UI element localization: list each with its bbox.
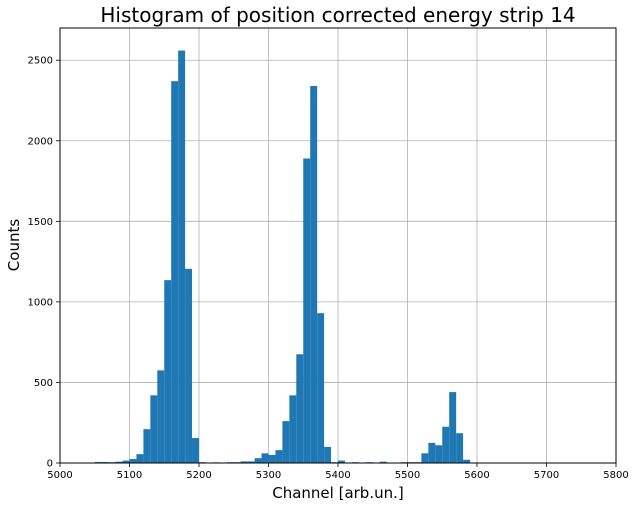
histogram-bar xyxy=(435,445,443,463)
y-tick-label: 2500 xyxy=(28,56,53,67)
x-tick-label: 5300 xyxy=(256,470,281,481)
x-tick-label: 5400 xyxy=(325,470,350,481)
histogram-bar xyxy=(136,454,144,463)
histogram-bar xyxy=(261,453,269,463)
histogram-bar xyxy=(192,438,199,463)
histogram-bar xyxy=(122,460,130,463)
histogram-bar xyxy=(338,460,345,463)
y-tick-label: 1500 xyxy=(28,217,53,228)
y-tick-label: 0 xyxy=(47,459,53,470)
histogram-bar xyxy=(254,458,262,463)
histogram-bar xyxy=(421,453,429,463)
histogram-bar xyxy=(115,461,123,463)
histogram-bar xyxy=(324,446,332,463)
y-axis-label: Counts xyxy=(5,219,23,272)
histogram-bar xyxy=(456,433,464,463)
y-tick-label: 500 xyxy=(34,378,53,389)
histogram-bar xyxy=(240,461,248,463)
histogram-bar xyxy=(143,429,151,463)
x-tick-label: 5100 xyxy=(117,470,142,481)
x-axis-ticks: 5000 5100 5200 5300 5400 5500 5600 5700 5800 xyxy=(47,463,629,481)
x-tick-label: 5700 xyxy=(534,470,559,481)
x-tick-label: 5000 xyxy=(47,470,72,481)
histogram-bar xyxy=(185,268,193,463)
histogram-bar xyxy=(317,313,325,463)
histogram-bar xyxy=(310,86,318,463)
histogram-bar xyxy=(150,395,158,463)
histogram-bar xyxy=(247,461,255,463)
histogram-bar xyxy=(282,421,290,463)
histogram-bar xyxy=(442,426,450,463)
x-tick-label: 5600 xyxy=(464,470,489,481)
y-axis-ticks: 0 500 1000 1500 2000 2500 xyxy=(28,56,60,470)
x-tick-label: 5500 xyxy=(395,470,420,481)
histogram-bar xyxy=(449,392,457,463)
histogram-bar xyxy=(275,450,283,463)
histogram-bar xyxy=(463,459,471,463)
histogram-bar xyxy=(164,280,172,463)
y-tick-label: 1000 xyxy=(28,297,53,308)
histogram-bar xyxy=(289,395,297,463)
x-axis-label: Channel [arb.un.] xyxy=(272,484,403,502)
grid-lines xyxy=(59,28,617,464)
histogram-bar xyxy=(303,158,311,463)
x-tick-label: 5800 xyxy=(603,470,628,481)
histogram-bar xyxy=(428,442,436,463)
chart-title: Histogram of position corrected energy s… xyxy=(100,3,575,27)
histogram-bar xyxy=(178,50,186,464)
histogram-bar xyxy=(171,81,179,464)
histogram-bar xyxy=(129,458,137,463)
histogram-bar xyxy=(157,370,165,463)
histogram-bar xyxy=(379,461,387,463)
x-tick-label: 5200 xyxy=(186,470,211,481)
histogram-bar xyxy=(268,454,276,463)
histogram-bar xyxy=(296,354,304,463)
y-tick-label: 2000 xyxy=(28,136,53,147)
